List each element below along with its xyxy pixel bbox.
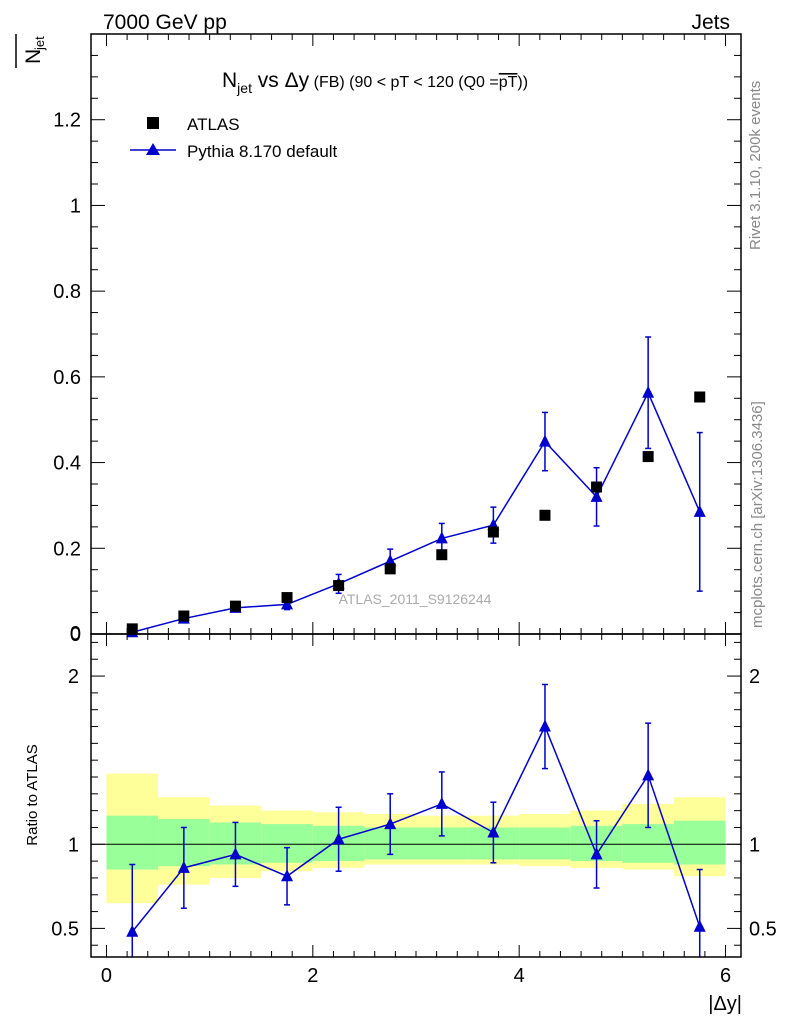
main-ylabel-sub: jet (32, 36, 47, 51)
uncertainty-band-inner (673, 820, 726, 865)
ratio-line (131, 724, 701, 933)
x-tick-label: 2 (307, 965, 318, 987)
legend-label-atlas: ATLAS (187, 115, 240, 134)
atlas-point (642, 451, 654, 463)
x-tick-label: 4 (514, 965, 525, 987)
x-tick-label: 6 (720, 965, 731, 987)
uncertainty-band-inner (106, 815, 159, 870)
y-tick-label: 1 (70, 195, 81, 217)
atlas-point (539, 509, 551, 521)
legend: ATLAS Pythia 8.170 default (130, 115, 338, 161)
uncertainty-band-inner (622, 824, 674, 863)
ratio-frame (90, 633, 742, 958)
legend-label-pythia: Pythia 8.170 default (187, 142, 338, 161)
category-label: Jets (691, 11, 730, 34)
ratio-y-tick-label: 1 (68, 834, 79, 856)
ratio-y-tick-label-right: 0.5 (749, 918, 777, 940)
atlas-point (436, 549, 448, 561)
pythia-point (642, 385, 655, 398)
ratio-point (126, 924, 139, 937)
pythia-point (435, 531, 448, 544)
atlas-point (487, 526, 499, 538)
ratio-point (693, 919, 706, 932)
atlas-point (694, 391, 706, 403)
y-tick-label: 0.8 (53, 281, 81, 303)
ratio-y-tick-label: 0.5 (51, 918, 79, 940)
atlas-point (178, 610, 190, 622)
legend-marker-pythia (146, 143, 160, 155)
atlas-point (126, 623, 138, 635)
atlas-point (229, 600, 241, 612)
main-ylabel-text: N (22, 49, 45, 64)
y-tick-label-zero: 0 (70, 623, 81, 645)
ratio-point (642, 768, 655, 781)
ratio-point (538, 719, 551, 732)
ratio-y-tick-label-right: 1 (749, 834, 760, 856)
pythia-line (132, 390, 701, 634)
legend-marker-atlas (147, 117, 159, 129)
y-tick-label: 0 (70, 624, 81, 646)
pythia-point (281, 597, 294, 610)
atlas-point (333, 580, 345, 592)
atlas-point (384, 563, 396, 575)
ratio-point (487, 825, 500, 838)
ratio-point (435, 796, 448, 809)
atlas-point (281, 592, 293, 604)
mcplots-label: mcplots.cern.ch [arXiv:1306.3436] (749, 401, 766, 628)
ratio-point (229, 847, 242, 860)
x-tick-label: 0 (101, 965, 112, 987)
y-tick-label: 0.6 (53, 367, 81, 389)
analysis-watermark: ATLAS_2011_S9126244 (339, 591, 492, 607)
ratio-y-tick-label-right: 2 (749, 666, 760, 688)
pythia-point (590, 489, 603, 502)
pythia-point (693, 504, 706, 517)
ratio-ylabel: Ratio to ATLAS (24, 744, 41, 845)
energy-label: 7000 GeV pp (103, 11, 227, 34)
y-tick-label: 0.4 (53, 453, 81, 475)
rivet-label: Rivet 3.1.10, 200k events (747, 81, 764, 250)
ratio-panel: 0.5 0.5 1 1 2 2 0 2 4 6 (51, 633, 777, 987)
x-axis-label: |Δy| (708, 993, 742, 1015)
pythia-point (538, 434, 551, 447)
ratio-point (590, 847, 603, 860)
ratio-y-tick-label: 2 (68, 666, 79, 688)
main-ylabel: N jet (15, 34, 47, 68)
y-tick-label: 0.2 (53, 538, 81, 560)
uncertainty-band-inner (519, 827, 571, 860)
ratio-point (332, 832, 345, 845)
chart-title: Njet vs Δy (FB) (90 < pT < 120 (Q0 =pT)) (222, 69, 528, 96)
ratio-point (177, 860, 190, 873)
ratio-point (281, 869, 294, 882)
ratio-point (384, 817, 397, 830)
y-tick-label: 1.2 (53, 110, 81, 132)
atlas-point (591, 481, 603, 493)
pythia-point (384, 554, 397, 567)
